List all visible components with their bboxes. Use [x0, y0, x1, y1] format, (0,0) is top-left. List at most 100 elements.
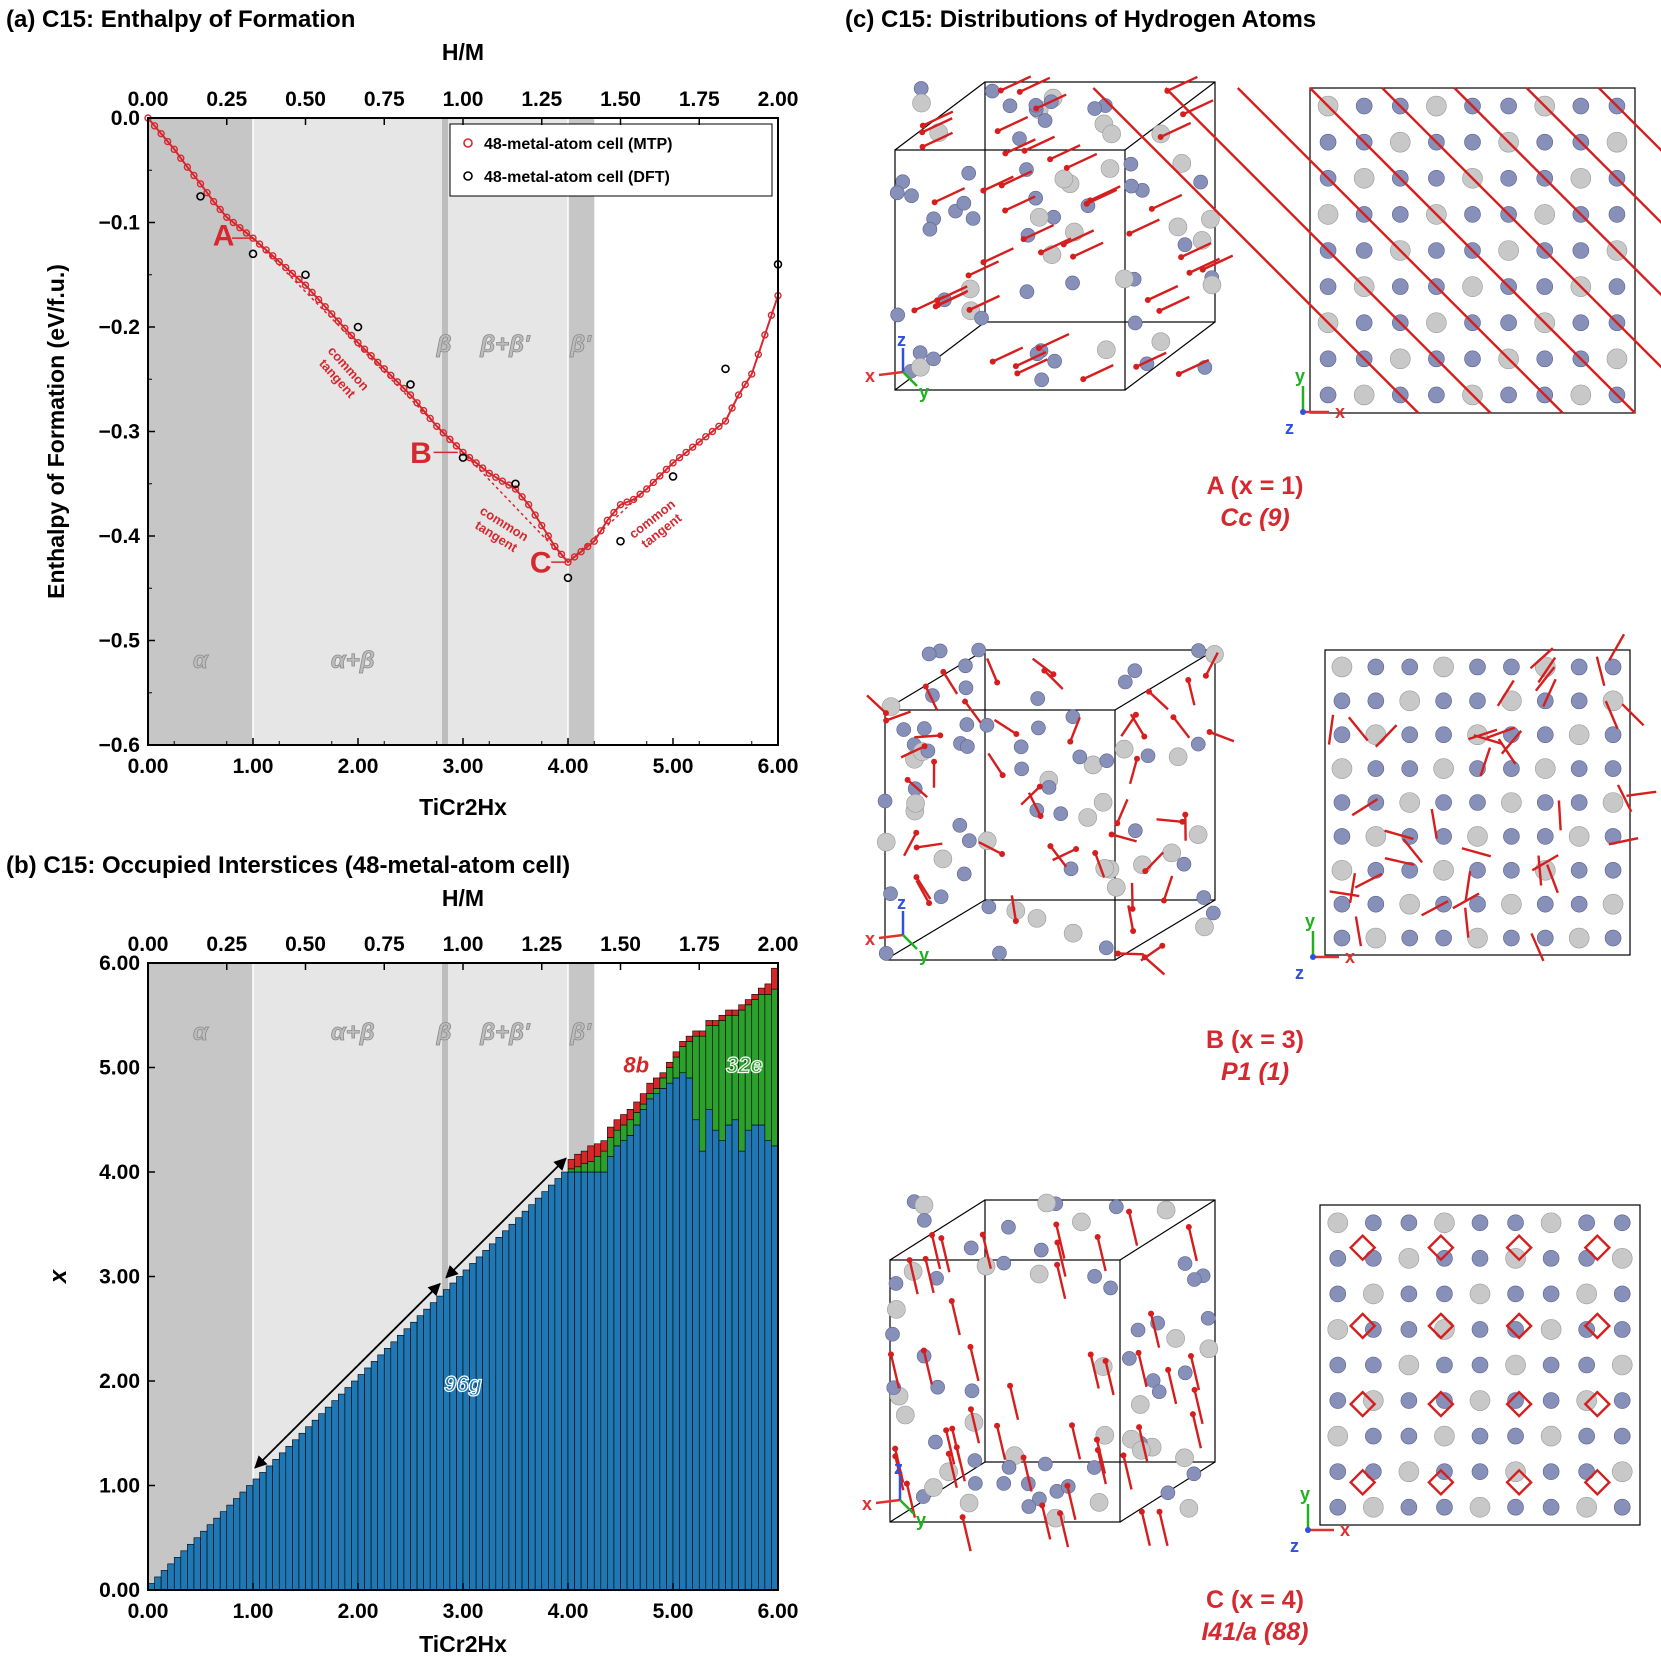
hydrogen-atom — [949, 1425, 956, 1432]
metal-atom-blue — [1365, 1463, 1382, 1480]
hydrogen-bond — [1147, 284, 1179, 302]
metal-atom-grey — [1389, 348, 1411, 370]
hydrogen-atom — [1206, 729, 1213, 736]
mtp-point — [433, 422, 441, 430]
hydrogen-atom — [1199, 266, 1206, 273]
metal-atom-blue — [1578, 1356, 1595, 1374]
mtp-point — [452, 442, 461, 450]
metal-atom-blue — [1123, 156, 1139, 172]
series-label-96g: 96g — [444, 1371, 482, 1396]
hydrogen-bond — [1043, 669, 1064, 690]
y-tick-label: 0.00 — [99, 1579, 140, 1602]
metal-atom-blue — [1087, 101, 1102, 116]
mtp-point — [734, 391, 743, 399]
caption-c-label: C (x = 4) — [1206, 1586, 1304, 1614]
mtp-point — [301, 281, 310, 289]
metal-atom-blue — [1507, 1392, 1524, 1409]
hydrogen-atom — [1016, 88, 1023, 95]
hydrogen-atom — [1036, 783, 1043, 790]
metal-atom-grey — [1100, 159, 1120, 178]
hydrogen-bond — [921, 117, 953, 134]
hydrogen-bond — [1557, 800, 1562, 831]
hydrogen-bond — [1156, 818, 1183, 823]
hydrogen-bond — [1127, 905, 1135, 932]
hydrogen-bond — [1066, 152, 1098, 170]
hydrogen-bond — [997, 115, 1029, 133]
metal-atom-blue — [1319, 386, 1337, 404]
panel-c-title: (c) C15: Distributions of Hydrogen Atoms — [845, 6, 1317, 33]
hydrogen-chain — [1381, 87, 1661, 369]
dft-point — [196, 192, 205, 201]
metal-atom-blue — [1355, 314, 1373, 332]
hydrogen-bond — [1127, 1211, 1139, 1246]
structure-a-top-view — [1092, 87, 1661, 414]
metal-atom-blue — [1065, 275, 1080, 291]
hydrogen-bond — [1016, 358, 1048, 375]
metal-atom-blue — [1613, 1427, 1631, 1445]
hydrogen-ring — [1427, 1468, 1455, 1497]
metal-atom-blue — [1471, 1427, 1489, 1445]
phase-label: β — [436, 1019, 452, 1046]
phase-region-alpha — [148, 963, 253, 1590]
metal-atom-blue — [1436, 1250, 1453, 1267]
range-arrow — [254, 1282, 441, 1469]
hydrogen-bond — [1463, 907, 1470, 938]
hydrogen-bond — [1621, 703, 1645, 727]
cell-edge — [1124, 81, 1216, 151]
hydrogen-atom — [937, 732, 944, 739]
axis-y-letter: y — [916, 1510, 926, 1530]
mtp-point — [629, 495, 638, 504]
hydrogen-bond — [894, 1456, 905, 1491]
metal-atom-blue — [1319, 350, 1337, 368]
hydrogen-atom — [965, 272, 972, 279]
metal-atom-grey — [1156, 1200, 1176, 1220]
mtp-point — [426, 414, 434, 423]
hydrogen-bond — [1111, 833, 1137, 843]
x-tick-label: 4.00 — [548, 755, 589, 778]
point-label-b: B — [410, 437, 432, 470]
metal-atom-grey — [1201, 209, 1220, 229]
hydrogen-atom — [1039, 1502, 1046, 1509]
panel-a-title: (a) C15: Enthalpy of Formation — [6, 6, 356, 33]
hydrogen-bond — [940, 1237, 951, 1273]
metal-atom-blue — [1196, 890, 1212, 905]
metal-atom-grey — [1568, 826, 1590, 847]
metal-atom-blue — [1500, 314, 1517, 332]
x-tick-label: 0.00 — [128, 1600, 169, 1623]
legend-box — [449, 123, 773, 197]
structure-c-perspective — [885, 1193, 1219, 1552]
metal-atom-blue — [979, 717, 995, 733]
structure-b-top-view — [1324, 633, 1657, 962]
hydrogen-bond — [1348, 872, 1357, 903]
metal-atom-blue — [1436, 1392, 1453, 1409]
hydrogen-atom — [1175, 370, 1182, 377]
hydrogen-bond — [1172, 716, 1191, 739]
hydrogen-bond — [1072, 241, 1104, 258]
mtp-point — [419, 406, 428, 415]
metal-atom-grey — [1498, 240, 1519, 261]
phase-region-alpha-beta — [253, 118, 568, 745]
hydrogen-bond — [1374, 724, 1398, 748]
hydrogen-atom — [1135, 1349, 1142, 1356]
metal-atom-blue — [1572, 314, 1590, 332]
metal-atom-blue — [921, 646, 937, 662]
hydrogen-atom — [1080, 376, 1087, 383]
x-tick-label: 3.00 — [443, 755, 484, 778]
hydrogen-atom — [1047, 843, 1054, 850]
metal-atom-blue — [1507, 1321, 1524, 1338]
hydrogen-atom — [967, 1343, 974, 1350]
mtp-point — [413, 399, 421, 407]
hydrogen-bond — [1351, 798, 1379, 817]
hydrogen-bond — [937, 289, 969, 307]
hydrogen-bond — [916, 842, 943, 849]
metal-atom-blue — [1187, 1272, 1202, 1287]
metal-atom-blue — [1469, 692, 1486, 710]
metal-atom-grey — [1130, 1395, 1150, 1414]
metal-atom-blue — [1391, 206, 1409, 223]
phase-label-alpha-beta: α+β — [331, 647, 375, 674]
legend-mtp-marker — [463, 138, 473, 148]
metal-atom-grey — [1363, 1496, 1384, 1518]
mtp-point — [229, 218, 238, 227]
hydrogen-bond — [1191, 1413, 1203, 1449]
